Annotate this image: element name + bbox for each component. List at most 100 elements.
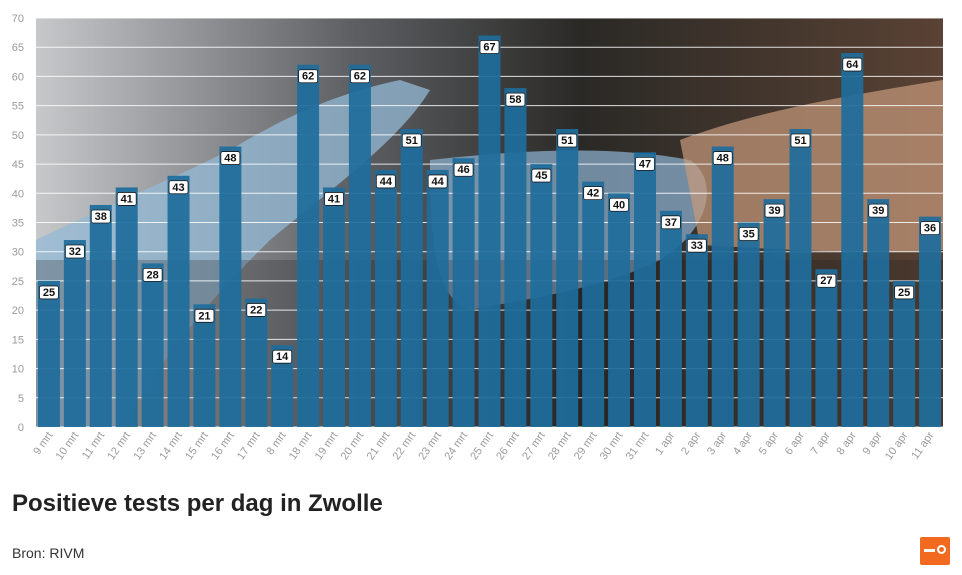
source-credit: Bron: RIVM — [12, 545, 85, 561]
chart-title: Positieve tests per dag in Zwolle — [12, 490, 383, 517]
data-label: 42 — [583, 186, 604, 201]
x-tick-label: 6 apr — [783, 430, 807, 458]
bar — [867, 199, 890, 427]
data-label-box — [427, 174, 448, 189]
bar — [893, 280, 916, 427]
data-label-box — [842, 57, 863, 72]
x-tick-label: 11 mrt — [80, 430, 107, 462]
data-label-box — [298, 69, 319, 84]
data-label-text: 38 — [95, 211, 107, 223]
x-tick-label: 3 apr — [705, 430, 729, 458]
data-label: 46 — [453, 162, 474, 177]
data-label-box — [272, 349, 293, 364]
x-tick-label: 25 mrt — [468, 430, 496, 462]
x-tick-label: 5 apr — [757, 430, 781, 458]
data-label: 51 — [790, 133, 811, 148]
data-label-box — [479, 40, 500, 54]
x-tick-label: 8 mrt — [264, 430, 288, 457]
data-label-box — [661, 215, 681, 230]
data-label-text: 41 — [121, 193, 133, 205]
x-tick-label: 7 apr — [809, 430, 833, 458]
data-label-box — [609, 197, 629, 212]
bar — [633, 152, 656, 427]
bar — [115, 187, 138, 427]
x-tick-label: 4 apr — [731, 430, 755, 458]
x-tick-label: 23 mrt — [416, 430, 444, 462]
bar — [504, 88, 527, 427]
x-tick-label: 30 mrt — [598, 430, 626, 462]
y-axis-ticks: 0 5 10 15 20 25 30 35 40 45 50 55 60 65 70 — [12, 13, 24, 434]
y-tick-label: 40 — [12, 188, 24, 200]
x-tick-label: 22 mrt — [390, 430, 418, 462]
y-tick-label: 15 — [12, 334, 24, 346]
data-label: 36 — [920, 221, 940, 236]
x-tick-label: 26 mrt — [494, 430, 522, 462]
data-label: 51 — [401, 133, 422, 148]
data-label-box — [453, 162, 474, 177]
data-label: 39 — [868, 203, 889, 218]
data-label-text: 47 — [639, 158, 651, 170]
x-tick-label: 12 mrt — [105, 430, 133, 462]
bar — [245, 298, 268, 427]
data-label-text: 33 — [691, 240, 703, 252]
data-label: 64 — [842, 57, 863, 72]
y-tick-label: 60 — [12, 71, 24, 83]
data-label-box — [868, 203, 889, 218]
data-label: 45 — [531, 168, 552, 183]
data-label: 48 — [712, 151, 733, 165]
bar — [841, 53, 864, 428]
data-label-text: 42 — [587, 188, 599, 200]
y-tick-label: 10 — [12, 364, 24, 376]
data-label: 39 — [764, 203, 785, 218]
data-label-text: 32 — [69, 246, 81, 258]
data-label: 28 — [142, 267, 163, 282]
data-label-text: 28 — [146, 269, 158, 281]
bar — [659, 210, 682, 427]
data-label-text: 51 — [794, 135, 806, 147]
y-tick-label: 65 — [12, 42, 24, 54]
data-label-text: 48 — [717, 153, 729, 165]
x-tick-label: 24 mrt — [442, 430, 470, 462]
data-label: 51 — [557, 133, 578, 148]
data-label: 62 — [298, 69, 319, 84]
data-label-text: 62 — [354, 71, 366, 83]
x-tick-label: 19 mrt — [313, 430, 341, 462]
data-label: 41 — [324, 192, 344, 206]
bar — [452, 158, 475, 427]
data-label-box — [816, 273, 837, 288]
data-label: 40 — [609, 197, 629, 212]
data-label: 43 — [168, 180, 189, 195]
data-label-box — [531, 168, 552, 183]
data-label-box — [39, 285, 59, 300]
data-label: 25 — [39, 285, 59, 300]
bar — [374, 169, 397, 427]
data-label-text: 25 — [43, 287, 55, 299]
bar-series — [37, 35, 942, 428]
logo-bar-shape — [924, 549, 935, 552]
data-label-text: 43 — [172, 182, 184, 194]
y-tick-label: 5 — [18, 393, 24, 405]
x-tick-label: 9 apr — [860, 430, 884, 458]
bar — [815, 269, 838, 427]
bar — [400, 129, 423, 427]
data-label-box — [375, 174, 396, 189]
data-label-box — [401, 133, 422, 148]
data-label-text: 67 — [483, 42, 495, 54]
data-label: 48 — [220, 151, 241, 165]
data-label-box — [583, 186, 604, 201]
data-label: 58 — [505, 92, 526, 107]
bar — [426, 169, 449, 427]
data-label: 67 — [479, 40, 500, 54]
data-label: 37 — [661, 215, 681, 230]
x-tick-label: 28 mrt — [546, 430, 574, 462]
x-tick-label: 11 apr — [909, 430, 936, 462]
data-label-text: 48 — [224, 153, 236, 165]
data-label-text: 27 — [820, 275, 832, 287]
data-label: 21 — [194, 308, 215, 323]
x-tick-label: 2 apr — [679, 430, 703, 458]
x-tick-label: 1 apr — [653, 430, 677, 458]
data-label: 22 — [246, 303, 267, 317]
data-label-text: 40 — [613, 199, 625, 211]
data-label-box — [168, 180, 189, 195]
